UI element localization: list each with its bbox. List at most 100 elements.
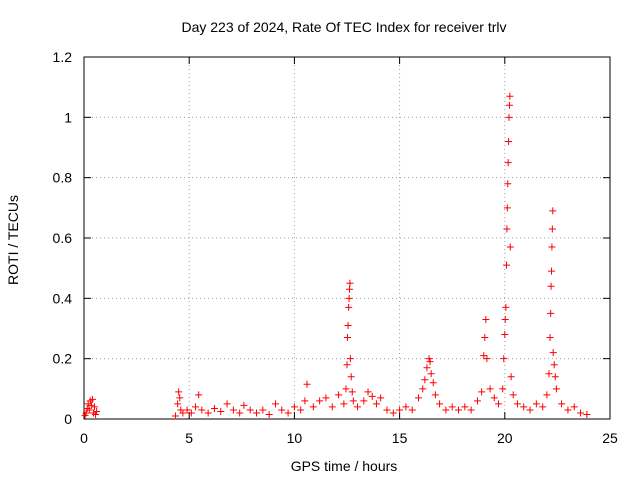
x-tick-label: 20 — [497, 430, 513, 446]
data-point — [92, 410, 100, 418]
data-point — [183, 406, 191, 414]
data-point — [383, 406, 391, 414]
data-point — [583, 410, 591, 418]
data-point — [502, 261, 510, 269]
data-point — [461, 403, 469, 411]
data-point — [480, 352, 488, 360]
data-point — [402, 403, 410, 411]
data-point — [486, 385, 494, 393]
data-point — [455, 406, 463, 414]
data-point — [364, 388, 372, 396]
data-point — [316, 397, 324, 405]
data-point — [501, 331, 509, 339]
data-point — [271, 400, 279, 408]
data-point — [481, 334, 489, 342]
data-point — [549, 207, 557, 215]
data-point — [179, 409, 187, 417]
data-point — [389, 409, 397, 417]
data-point — [564, 406, 572, 414]
data-point — [545, 370, 553, 378]
data-point — [513, 400, 521, 408]
x-tick-label: 0 — [80, 430, 88, 446]
y-tick-label: 1.2 — [53, 49, 73, 65]
data-point — [349, 397, 357, 405]
y-tick-labels: 0 0.2 0.4 0.6 0.8 1 1.2 — [53, 49, 73, 427]
x-tick-label: 5 — [185, 430, 193, 446]
data-point — [87, 401, 95, 409]
data-point — [494, 400, 502, 408]
x-axis-label: GPS time / hours — [291, 458, 398, 474]
data-point — [347, 373, 355, 381]
data-point — [82, 409, 90, 417]
data-point — [240, 401, 248, 409]
data-point — [172, 412, 180, 420]
x-tick-labels: 0 5 10 15 20 25 — [80, 430, 618, 446]
data-point — [558, 400, 566, 408]
y-tick-label: 0.6 — [53, 230, 73, 246]
data-point — [253, 409, 261, 417]
data-point — [340, 400, 348, 408]
data-point — [88, 395, 96, 403]
data-point — [502, 303, 510, 311]
data-point — [419, 385, 427, 393]
data-point — [91, 403, 99, 411]
data-point — [346, 285, 354, 293]
data-point — [198, 406, 206, 414]
data-point — [483, 355, 491, 363]
data-point — [354, 403, 362, 411]
data-point — [297, 406, 305, 414]
data-point — [345, 303, 353, 311]
data-point — [501, 315, 509, 323]
data-point — [368, 392, 376, 400]
data-point — [577, 409, 585, 417]
data-point — [505, 137, 513, 145]
data-point — [223, 400, 231, 408]
data-point — [552, 385, 560, 393]
data-point — [343, 334, 351, 342]
data-point — [547, 309, 555, 317]
data-point — [532, 400, 540, 408]
data-point — [426, 358, 434, 366]
data-point — [408, 406, 416, 414]
data-point — [421, 376, 429, 384]
data-point — [499, 385, 507, 393]
data-point — [175, 388, 183, 396]
data-point — [550, 361, 558, 369]
data-point — [210, 404, 218, 412]
data-point — [548, 267, 556, 275]
data-point — [309, 403, 317, 411]
data-point — [448, 403, 456, 411]
data-point — [335, 391, 343, 399]
data-point — [195, 391, 203, 399]
data-point — [505, 113, 513, 121]
data-point — [174, 400, 182, 408]
data-point — [436, 400, 444, 408]
data-point — [348, 388, 356, 396]
data-point — [344, 321, 352, 329]
data-point — [427, 370, 435, 378]
grid-lines — [84, 57, 610, 419]
data-point — [204, 409, 212, 417]
data-point — [342, 385, 350, 393]
data-point — [346, 355, 354, 363]
data-point — [526, 406, 534, 414]
y-tick-label: 0.4 — [53, 290, 73, 306]
x-tick-label: 15 — [392, 430, 408, 446]
data-point — [482, 315, 490, 323]
data-point — [506, 92, 514, 100]
data-point — [429, 379, 437, 387]
data-point — [423, 364, 431, 372]
data-point — [546, 334, 554, 342]
data-point — [415, 394, 423, 402]
axis-ticks — [83, 56, 611, 420]
data-point — [500, 355, 508, 363]
data-point — [290, 403, 298, 411]
data-point — [543, 391, 551, 399]
y-tick-label: 1 — [64, 109, 72, 125]
y-tick-label: 0 — [64, 411, 72, 427]
data-point — [548, 225, 556, 233]
data-point — [473, 397, 481, 405]
data-point — [328, 403, 336, 411]
data-point — [503, 204, 511, 212]
